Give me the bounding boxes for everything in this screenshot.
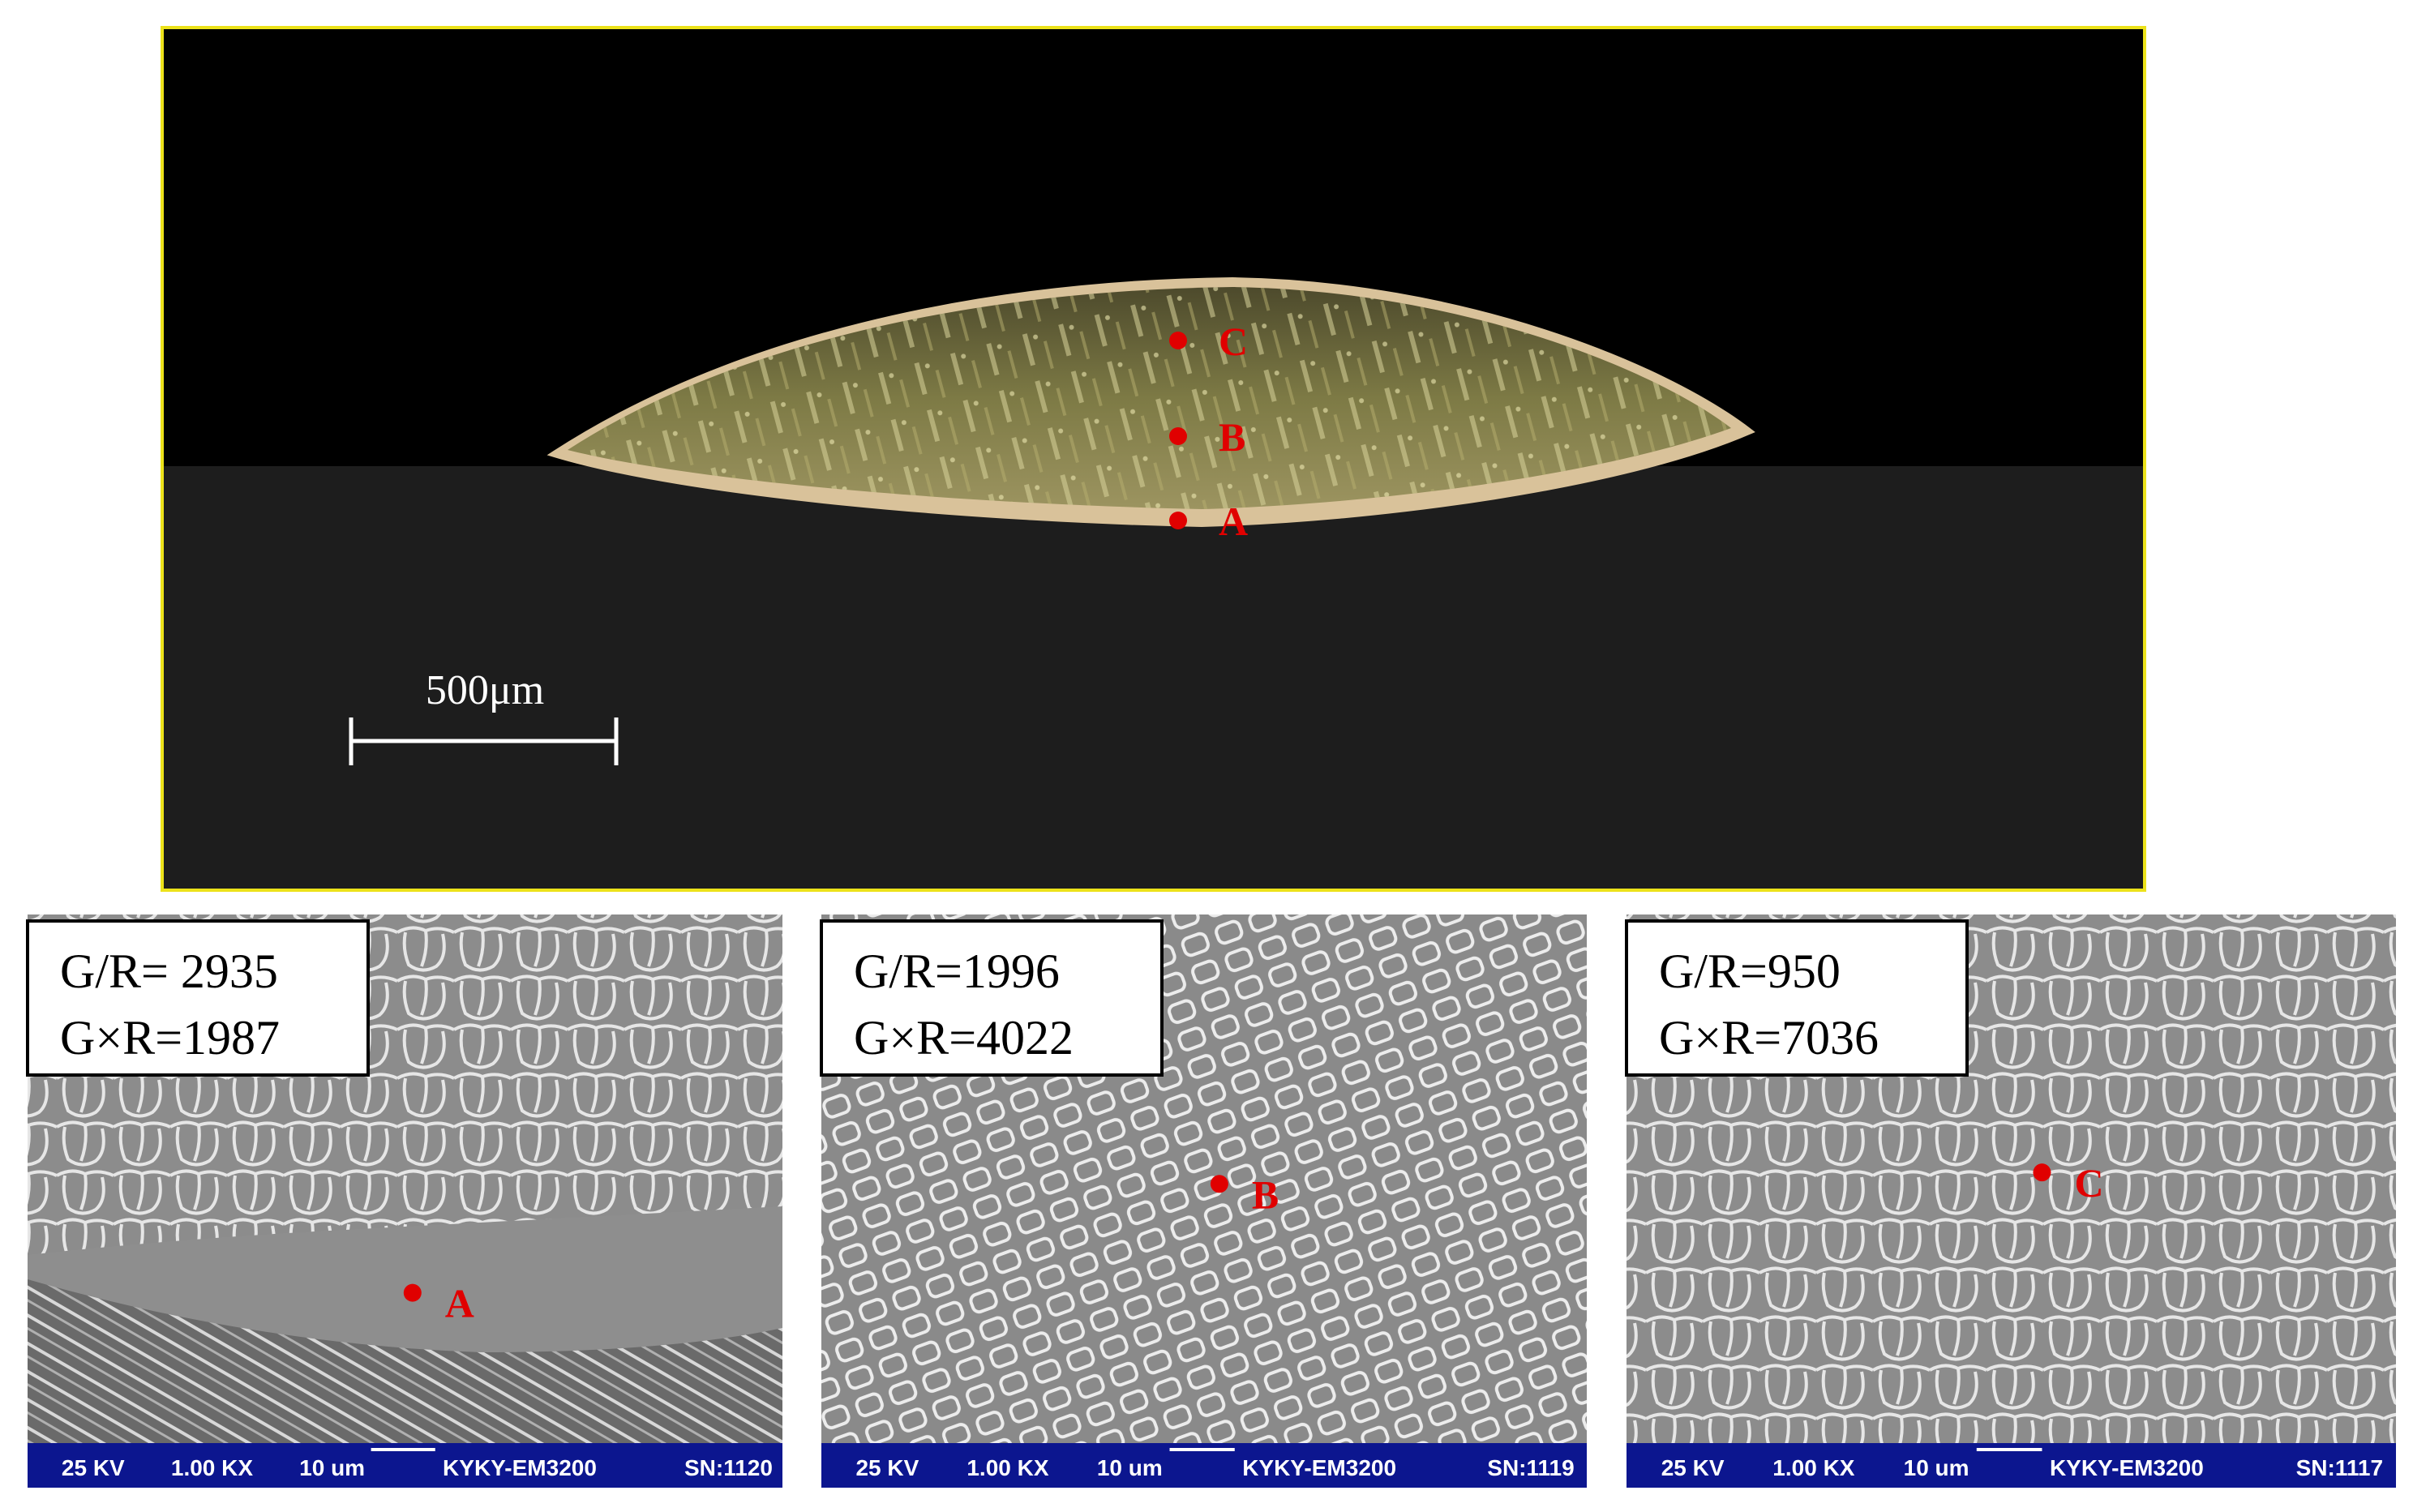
marker-dot [403, 1283, 422, 1302]
marker-dot [1210, 1175, 1228, 1193]
marker-label: C [2074, 1160, 2103, 1206]
info-text: SN:1117 [2296, 1455, 2383, 1480]
gxr-label: G×R=7036 [1659, 1011, 1879, 1064]
marker-label: A [445, 1281, 474, 1326]
marker-dot [2033, 1163, 2051, 1182]
label-box [1625, 919, 1969, 1077]
gr-label: G/R=950 [1659, 944, 1841, 998]
info-text: 25 KV [855, 1455, 919, 1480]
label-box [26, 919, 370, 1077]
macrograph: 500μm [161, 26, 2146, 892]
sem-panel: G/R= 2935 G×R=1987 A 25 KV 1.00 KX 10 um KYKY-… [26, 914, 782, 1488]
marker-label: B [1252, 1171, 1279, 1217]
sem-panel: G/R=950 G×R=7036 C 25 KV 1.00 KX 10 um KYKY-EM… [1625, 914, 2396, 1488]
info-text: 1.00 KX [966, 1455, 1048, 1480]
marker-dot [1169, 427, 1187, 445]
marker-label: C [1219, 319, 1248, 364]
label-box [820, 919, 1164, 1077]
scale-bar [349, 717, 619, 765]
scale-label: 500μm [426, 667, 544, 713]
info-text: 10 um [299, 1455, 365, 1480]
weld-texture [568, 287, 1731, 509]
haz-zone [28, 1279, 782, 1488]
gr-label: G/R=1996 [854, 944, 1060, 998]
info-text: 1.00 KX [1772, 1455, 1854, 1480]
info-text: KYKY-EM3200 [443, 1455, 597, 1480]
info-text: 1.00 KX [171, 1455, 253, 1480]
info-text: 25 KV [1661, 1455, 1725, 1480]
info-text: KYKY-EM3200 [1242, 1455, 1396, 1480]
marker-label: A [1219, 499, 1248, 544]
info-text: SN:1119 [1487, 1455, 1574, 1480]
info-text: 10 um [1097, 1455, 1163, 1480]
info-text: SN:1120 [684, 1455, 773, 1480]
info-text: KYKY-EM3200 [2050, 1455, 2204, 1480]
info-text: 25 KV [62, 1455, 125, 1480]
marker-dot [1169, 332, 1187, 349]
gxr-label: G×R=4022 [854, 1011, 1074, 1064]
marker-label: B [1219, 414, 1245, 460]
image-border [161, 26, 2146, 892]
substrate [162, 466, 2145, 890]
gr-label: G/R= 2935 [60, 944, 278, 998]
gxr-label: G×R=1987 [60, 1011, 280, 1064]
sem-panel: G/R=1996 G×R=4022 B 25 KV 1.00 KX 10 um KYKY-E… [820, 914, 1587, 1488]
info-text: 10 um [1904, 1455, 1969, 1480]
marker-dot [1169, 512, 1187, 529]
